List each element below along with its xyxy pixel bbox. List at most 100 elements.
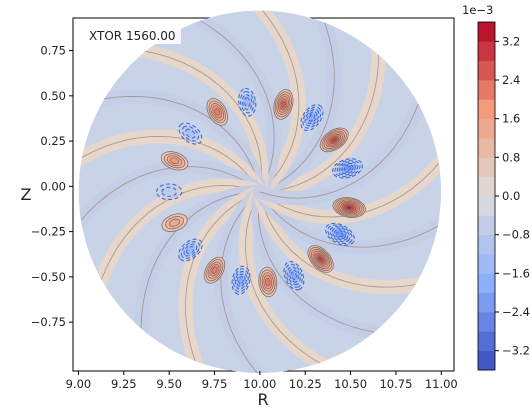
lobe-contour	[325, 222, 355, 246]
contour-field	[78, 10, 442, 374]
lobe-contour	[331, 227, 349, 241]
contour-line	[185, 191, 261, 373]
x-tick-label: 10.75	[379, 377, 412, 391]
colorbar-swatch	[478, 215, 495, 236]
lobe-contour	[341, 164, 354, 173]
lobe-contour	[241, 94, 253, 111]
negative-lobe	[238, 87, 257, 117]
lobe-contour	[339, 162, 356, 175]
y-tick-label: 0.00	[40, 179, 66, 193]
colorbar-swatch	[478, 157, 495, 178]
lobe-contour	[329, 226, 351, 243]
lobe-contour	[169, 157, 180, 165]
colorbar-swatch	[478, 331, 495, 352]
y-tick-label: −0.50	[31, 270, 66, 284]
lobe-contour	[234, 270, 248, 290]
colorbar-ticks: 3.2 2.4 1.6 0.8 0.0 −0.8 −1.6 −2.4 −3.2	[495, 34, 530, 358]
negative-lobe	[156, 183, 183, 201]
contour-line	[259, 92, 423, 199]
positive-lobe	[258, 266, 278, 298]
x-tick-label: 9.25	[111, 377, 137, 391]
colorbar-swatch	[478, 118, 495, 139]
lobe-contour	[334, 229, 346, 239]
lobe-contour	[185, 128, 196, 139]
lobe-fill	[337, 232, 343, 237]
lobe-contour	[300, 104, 324, 132]
lobe-contour	[343, 165, 352, 172]
colorbar-swatch	[478, 41, 495, 62]
contour-line	[220, 191, 266, 374]
positive-lobe	[332, 197, 366, 218]
colorbar-swatch	[478, 234, 495, 255]
lobe-contour	[302, 106, 322, 129]
lobe-contour	[236, 273, 246, 288]
colorbar-tick-label: −0.8	[502, 228, 530, 242]
colorbar-tick-label: 0.8	[502, 150, 520, 164]
lobe-contour	[178, 122, 203, 145]
lobe-contour	[280, 100, 286, 109]
y-tick-label: −0.25	[31, 225, 66, 239]
negative-lobe	[283, 261, 305, 291]
positive-lobe	[203, 256, 226, 284]
negative-lobe	[332, 158, 363, 179]
negative-lobe	[231, 265, 251, 295]
lobe-fill	[244, 98, 250, 107]
contour-line	[189, 14, 275, 193]
positive-lobe	[206, 98, 229, 126]
colorbar-tick-label: 3.2	[502, 34, 520, 48]
lobe-contour	[327, 224, 353, 245]
negative-lobe	[300, 104, 324, 132]
lobe-contour	[331, 137, 338, 143]
x-tick-label: 9.00	[66, 377, 92, 391]
x-tick-label: 9.75	[202, 377, 228, 391]
y-axis-label: Z	[21, 185, 32, 204]
lobe-contour	[336, 161, 359, 176]
contour-line	[78, 135, 261, 193]
colorbar-swatch	[478, 22, 495, 42]
colorbar-swatch	[478, 312, 495, 332]
colorbar-tick-label: 0.0	[502, 189, 520, 203]
contour-line	[257, 191, 387, 335]
colorbar-swatch	[478, 138, 495, 158]
colorbar-tick-label: −2.4	[502, 305, 530, 319]
colorbar-swatch	[478, 254, 495, 274]
colorbar-swatch	[478, 80, 495, 100]
x-tick-label: 10.00	[243, 377, 276, 391]
lobe-contour	[240, 91, 255, 114]
negative-lobe	[178, 122, 203, 145]
x-tick-label: 10.25	[289, 377, 322, 391]
lobe-contour	[290, 271, 298, 280]
colorbar-swatch	[478, 60, 495, 81]
negative-lobe	[178, 238, 203, 262]
contour-line	[259, 191, 428, 288]
lobe-fill	[309, 114, 315, 121]
lobe-contour	[334, 159, 361, 178]
contour-line	[259, 42, 380, 193]
lobe-fill	[186, 129, 195, 138]
lobe-contour	[211, 266, 218, 274]
lobe-contour	[308, 113, 316, 122]
positive-lobe	[160, 151, 189, 171]
lobe-contour	[180, 241, 200, 259]
lobe-contour	[161, 186, 178, 197]
lobe-contour	[288, 268, 299, 283]
y-tick-label: −0.75	[31, 315, 66, 329]
colorbar-scale-label: 1e−3	[462, 3, 493, 17]
colorbar-swatch	[478, 176, 495, 197]
lobe-contour	[265, 277, 271, 287]
lobe-contour	[346, 205, 353, 210]
colorbar-tick-label: −3.2	[502, 344, 530, 358]
colorbar	[478, 22, 495, 371]
colorbar-swatch	[478, 273, 495, 294]
positive-lobe	[273, 89, 294, 120]
contour-line	[259, 191, 442, 248]
lobe-fill	[291, 272, 297, 280]
lobe-contour	[181, 125, 199, 142]
lobe-contour	[233, 268, 249, 293]
contour-line	[140, 191, 260, 341]
y-axis-ticks: 0.75 0.50 0.25 0.00 −0.25 −0.50 −0.75	[31, 44, 73, 329]
run-annotation: XTOR 1560.00	[89, 29, 176, 43]
lobe-contour	[183, 243, 198, 257]
